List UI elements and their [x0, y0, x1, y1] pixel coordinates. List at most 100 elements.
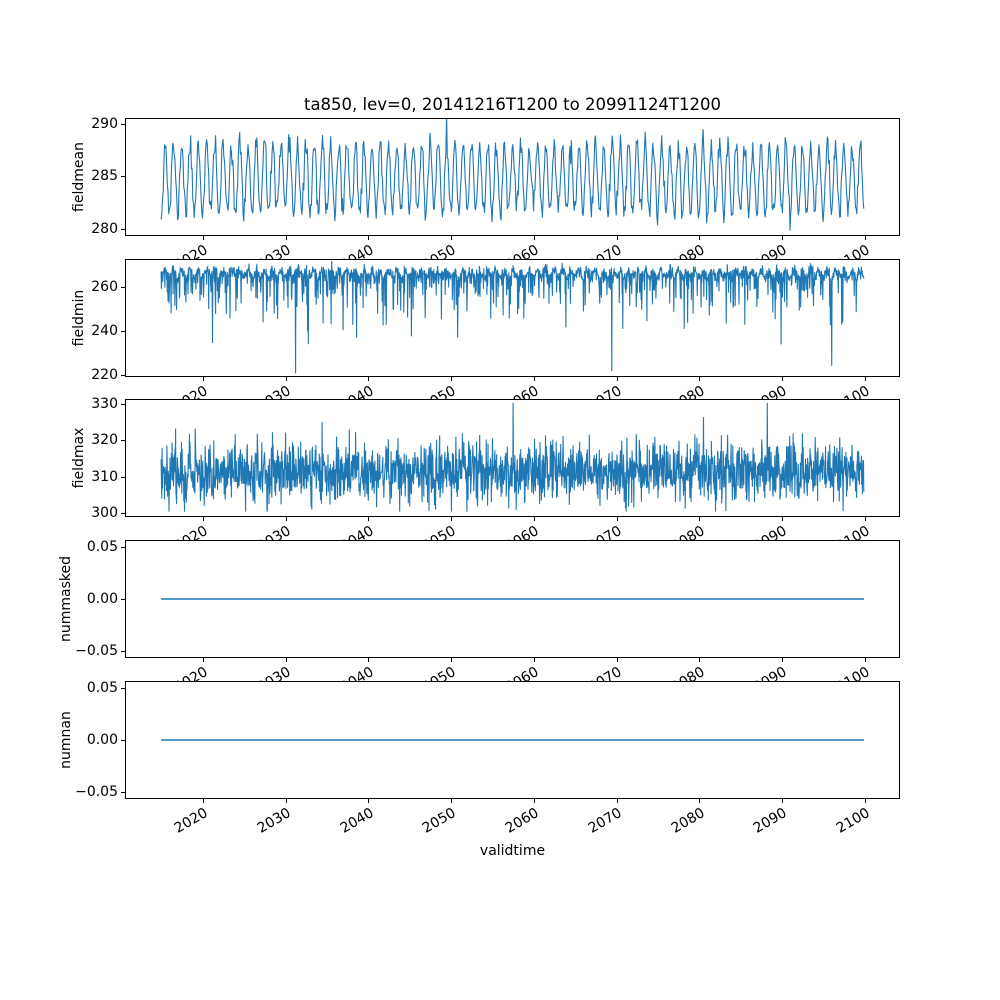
- x-tick: [699, 377, 700, 381]
- y-tick-label: 0.05: [86, 539, 118, 555]
- x-tick-label: 2080: [668, 805, 708, 837]
- x-tick: [286, 658, 287, 662]
- x-tick: [617, 799, 618, 803]
- x-tick: [865, 799, 866, 803]
- x-tick: [286, 236, 287, 240]
- x-tick: [286, 799, 287, 803]
- y-tick: [121, 651, 125, 652]
- x-tick: [617, 517, 618, 521]
- y-tick-label: 280: [91, 221, 118, 237]
- y-axis-label-numnan: numnan: [58, 711, 74, 769]
- y-tick: [121, 513, 125, 514]
- x-tick: [534, 517, 535, 521]
- plot-line-fieldmax: [160, 402, 865, 512]
- x-tick: [782, 517, 783, 521]
- x-tick-label: 2020: [171, 805, 211, 837]
- x-tick: [865, 658, 866, 662]
- y-tick: [121, 599, 125, 600]
- x-tick: [782, 658, 783, 662]
- y-tick: [121, 688, 125, 689]
- x-tick: [699, 517, 700, 521]
- y-tick: [121, 229, 125, 230]
- x-tick: [782, 377, 783, 381]
- x-tick: [368, 236, 369, 240]
- x-tick: [203, 517, 204, 521]
- y-tick-label: 0.00: [86, 732, 118, 748]
- x-tick: [368, 517, 369, 521]
- y-tick: [121, 740, 125, 741]
- y-tick: [121, 176, 125, 177]
- y-tick-label: 260: [91, 279, 118, 295]
- x-tick: [368, 799, 369, 803]
- x-tick: [782, 236, 783, 240]
- x-tick: [451, 799, 452, 803]
- y-tick: [121, 287, 125, 288]
- plot-canvas-fieldmin: [160, 261, 865, 374]
- plot-line-fieldmean: [160, 119, 865, 231]
- x-tick: [699, 799, 700, 803]
- y-tick: [121, 440, 125, 441]
- subplot-panel-fieldmin: [125, 259, 900, 377]
- y-tick-label: 330: [91, 396, 118, 412]
- x-tick: [699, 658, 700, 662]
- y-tick-label: 240: [91, 323, 118, 339]
- x-axis-label: validtime: [479, 843, 546, 859]
- x-tick: [203, 236, 204, 240]
- x-tick: [699, 236, 700, 240]
- x-tick: [617, 377, 618, 381]
- y-tick-label: 0.05: [86, 680, 118, 696]
- subplot-panel-fieldmean: [125, 118, 900, 236]
- subplot-panel-numnan: [125, 681, 900, 799]
- y-tick: [121, 375, 125, 376]
- x-tick: [865, 517, 866, 521]
- plot-canvas-numnan: [161, 739, 864, 741]
- y-tick-label: −0.05: [75, 784, 118, 800]
- x-tick: [451, 517, 452, 521]
- x-tick: [368, 658, 369, 662]
- figure-title: ta850, lev=0, 20141216T1200 to 20991124T…: [303, 95, 722, 114]
- x-tick: [617, 658, 618, 662]
- x-tick: [534, 377, 535, 381]
- y-tick-label: 320: [91, 432, 118, 448]
- x-tick: [451, 236, 452, 240]
- y-tick: [121, 547, 125, 548]
- x-tick-label: 2060: [502, 805, 542, 837]
- x-tick: [203, 658, 204, 662]
- x-tick-label: 2030: [254, 805, 294, 837]
- y-tick-label: 285: [91, 168, 118, 184]
- x-tick: [617, 236, 618, 240]
- x-tick-label: 2040: [337, 805, 377, 837]
- x-tick-label: 2100: [833, 805, 873, 837]
- x-tick: [534, 799, 535, 803]
- x-tick-label: 2070: [585, 805, 625, 837]
- y-tick: [121, 331, 125, 332]
- x-tick: [203, 377, 204, 381]
- y-tick-label: 220: [91, 367, 118, 383]
- x-tick: [865, 236, 866, 240]
- y-tick: [121, 792, 125, 793]
- y-tick-label: 0.00: [86, 591, 118, 607]
- x-tick: [534, 658, 535, 662]
- plot-canvas-fieldmax: [160, 402, 865, 512]
- x-tick: [368, 377, 369, 381]
- plot-canvas-nummasked: [161, 598, 864, 600]
- x-tick: [451, 658, 452, 662]
- x-tick: [534, 236, 535, 240]
- subplot-panel-fieldmax: [125, 399, 900, 517]
- y-tick-label: 290: [91, 116, 118, 132]
- x-tick: [286, 377, 287, 381]
- x-tick: [451, 377, 452, 381]
- subplot-panel-nummasked: [125, 540, 900, 658]
- x-tick: [782, 799, 783, 803]
- plot-canvas-fieldmean: [160, 119, 865, 231]
- y-tick: [121, 477, 125, 478]
- x-tick: [203, 799, 204, 803]
- x-tick: [286, 517, 287, 521]
- y-tick-label: 300: [91, 505, 118, 521]
- y-tick-label: 310: [91, 469, 118, 485]
- x-tick-label: 2090: [751, 805, 791, 837]
- x-tick-label: 2050: [420, 805, 460, 837]
- plot-line-fieldmin: [160, 261, 865, 374]
- x-tick: [865, 377, 866, 381]
